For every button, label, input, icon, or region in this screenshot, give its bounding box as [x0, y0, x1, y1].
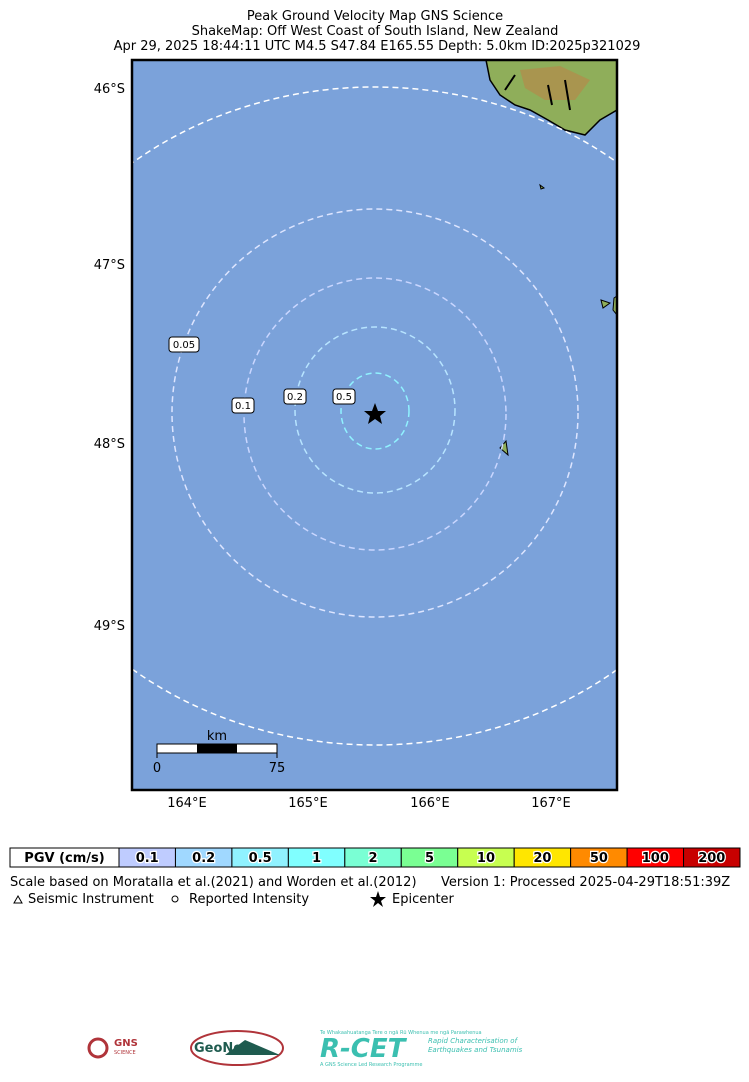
scale-end: 75: [269, 761, 286, 776]
legend-cell-label: 20: [533, 851, 551, 866]
logo-geonet: GeoNet: [194, 1041, 248, 1056]
map: [132, 60, 617, 790]
legend-cell-label: 0.2: [192, 851, 215, 866]
legend-cell-label: 0.5: [249, 851, 272, 866]
lon-label: 166°E: [410, 796, 450, 811]
scale-unit: km: [207, 729, 227, 744]
version: Version 1: Processed 2025-04-29T18:51:39…: [441, 875, 730, 890]
logo-rcet: R-CET: [320, 1034, 408, 1064]
legend-symbol: Reported Intensity: [189, 892, 309, 907]
legend-cell-label: 10: [477, 851, 495, 866]
legend-symbol: Epicenter: [392, 892, 455, 907]
lat-label: 49°S: [94, 619, 125, 634]
legend-cell: [683, 847, 741, 868]
legend-cell-label: 200: [698, 851, 725, 866]
title: Apr 29, 2025 18:44:11 UTC M4.5 S47.84 E1…: [114, 39, 641, 54]
legend-symbol: Seismic Instrument: [28, 892, 154, 907]
scale-start: 0: [153, 761, 161, 776]
title: ShakeMap: Off West Coast of South Island…: [192, 24, 559, 39]
lon-label: 164°E: [167, 796, 207, 811]
scale-note: Scale based on Moratalla et al.(2021) an…: [10, 875, 417, 890]
lat-label: 46°S: [94, 82, 125, 97]
lon-label: 167°E: [531, 796, 571, 811]
logo-gns: GNS: [114, 1038, 138, 1049]
contour-label: 0.05: [173, 340, 195, 351]
contour-label: 0.2: [287, 392, 303, 403]
logo-rcet-top: Te Whakaahuatanga Tere o ngā Rū Whenua m…: [319, 1030, 482, 1036]
contour-label: 0.1: [235, 401, 251, 412]
lon-label: 165°E: [288, 796, 328, 811]
lat-label: 47°S: [94, 258, 125, 273]
legend-cell-label: 100: [642, 851, 669, 866]
legend-title: PGV (cm/s): [24, 851, 104, 866]
epicenter: [364, 403, 386, 424]
lat-label: 48°S: [94, 437, 125, 452]
contour-label: 0.5: [336, 392, 352, 403]
logo-gns-sub: SCIENCE: [114, 1050, 136, 1056]
legend-cell-label: 5: [425, 851, 434, 866]
legend-cell-label: 50: [590, 851, 608, 866]
legend-cell-label: 2: [369, 851, 378, 866]
legend-cell-label: 0.1: [136, 851, 159, 866]
logos: GNS SCIENCE GeoNet Te Whakaahuatanga Ter…: [87, 1030, 523, 1068]
contour-labels: 0.05 0.1 0.2 0.5: [168, 336, 356, 414]
logo-rcet-sub: Rapid Characterisation of Earthquakes an…: [428, 1037, 523, 1054]
legend-cell-label: 1: [312, 851, 321, 866]
logo-rcet-bottom: A GNS Science Led Research Programme: [320, 1062, 422, 1068]
scale-bar: km 0 75: [153, 729, 285, 776]
title: Peak Ground Velocity Map GNS Science: [247, 9, 503, 24]
